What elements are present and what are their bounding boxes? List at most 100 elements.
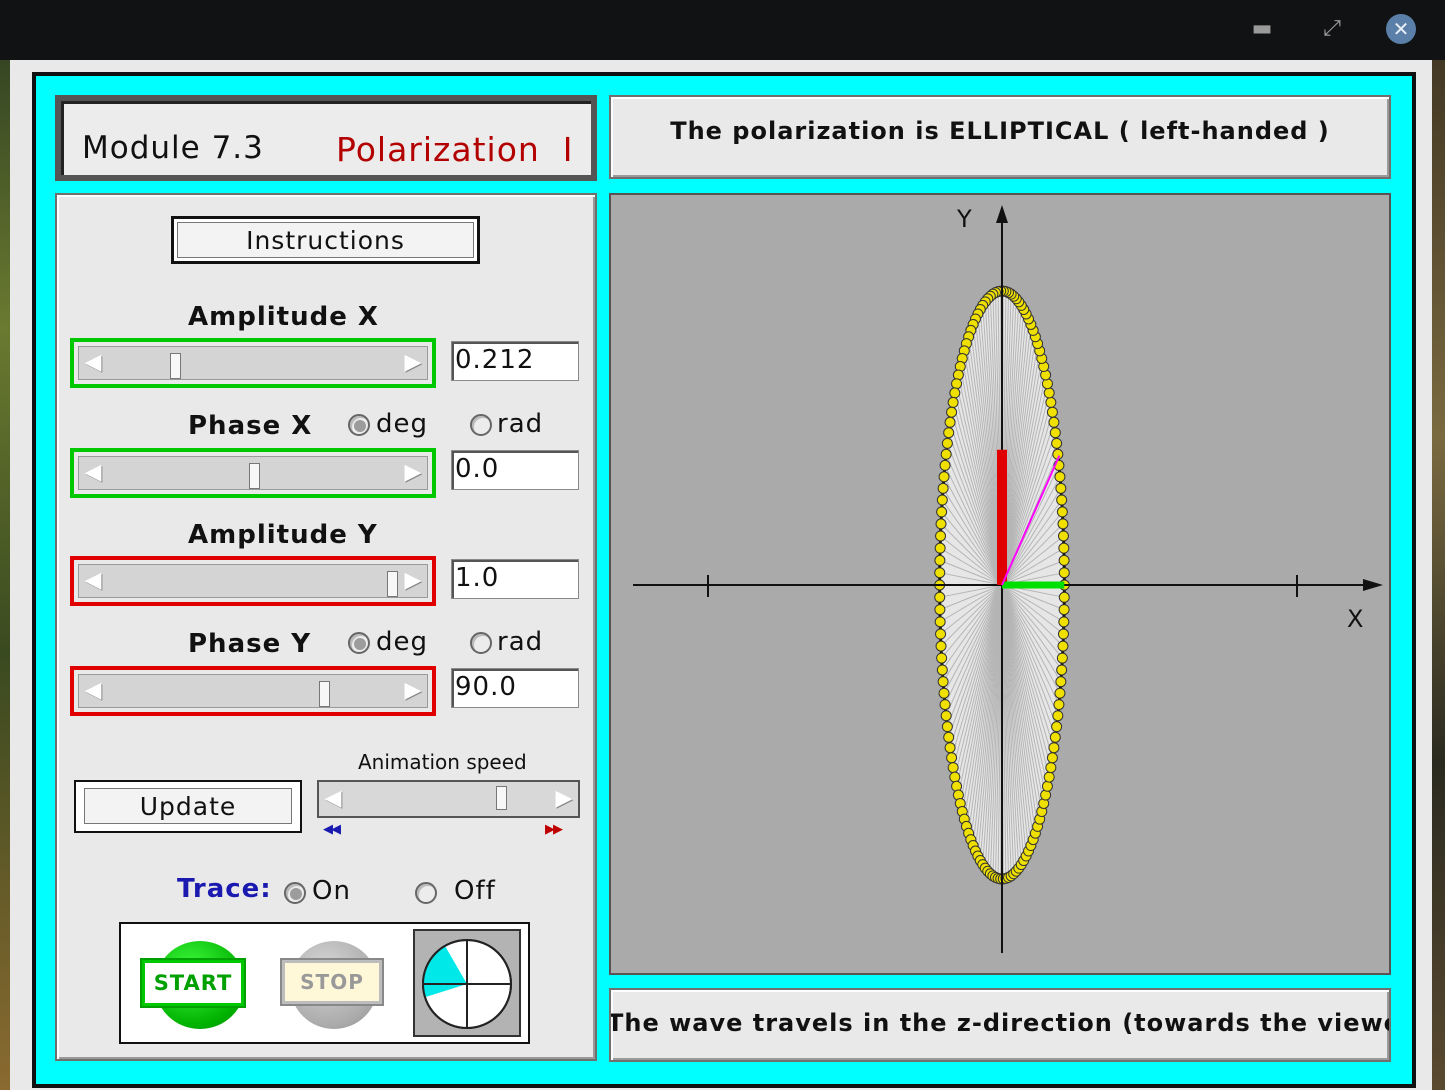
trace-spoke bbox=[940, 535, 1003, 586]
trace-dot bbox=[946, 406, 958, 418]
trace-dot bbox=[1045, 762, 1057, 774]
slider-thumb[interactable] bbox=[496, 786, 507, 810]
resultant-vector bbox=[1001, 455, 1061, 586]
trace-spoke bbox=[1001, 535, 1064, 586]
slider-left-arrow-icon[interactable]: ◀ bbox=[84, 568, 102, 593]
close-icon[interactable]: ✕ bbox=[1386, 14, 1416, 44]
slider-left-arrow-icon[interactable]: ◀ bbox=[84, 350, 102, 375]
update-button[interactable]: Update bbox=[84, 788, 292, 824]
trace-dot bbox=[947, 396, 959, 408]
trace-spoke bbox=[939, 559, 1003, 586]
phase-y-deg-radio[interactable] bbox=[348, 632, 370, 654]
amplitude-x-input[interactable]: 0.212 bbox=[451, 341, 579, 381]
slider-thumb[interactable] bbox=[387, 571, 398, 597]
trace-spoke bbox=[939, 547, 1003, 586]
desktop-background bbox=[0, 0, 10, 1090]
stop-button[interactable]: STOP bbox=[280, 958, 384, 1006]
amplitude-y-input[interactable]: 1.0 bbox=[451, 559, 579, 599]
trace-spoke bbox=[1001, 488, 1062, 586]
trace-spoke bbox=[944, 584, 1003, 705]
animation-speed-slider[interactable]: ◀ ▶ bbox=[317, 780, 580, 818]
trace-on-radio[interactable] bbox=[284, 882, 306, 904]
trace-dots bbox=[934, 285, 1070, 885]
slider-track[interactable]: ◀ ▶ bbox=[78, 346, 428, 380]
footer-panel bbox=[609, 988, 1391, 1062]
slider-left-arrow-icon[interactable]: ◀ bbox=[84, 678, 102, 703]
trace-spoke bbox=[943, 584, 1003, 694]
trace-spoke bbox=[1001, 584, 1043, 812]
trace-dot bbox=[1056, 506, 1068, 518]
slider-thumb[interactable] bbox=[249, 463, 260, 489]
trace-spoke bbox=[1001, 584, 1058, 727]
trace-off-radio[interactable] bbox=[415, 882, 437, 904]
trace-dot bbox=[1046, 406, 1058, 418]
trace-dot bbox=[1051, 721, 1063, 733]
trace-spoke bbox=[942, 584, 1003, 682]
fast-forward-icon: ▶▶ bbox=[545, 822, 563, 837]
slider-thumb[interactable] bbox=[170, 353, 181, 379]
trace-spoke bbox=[939, 584, 1003, 598]
phase-y-rad-label: rad bbox=[497, 627, 544, 657]
phase-x-rad-label: rad bbox=[497, 409, 544, 439]
trace-dot bbox=[1043, 771, 1055, 783]
trace-spoke bbox=[1001, 584, 1041, 820]
trace-spoke bbox=[1001, 476, 1061, 586]
trace-spoke bbox=[1001, 584, 1065, 611]
maximize-icon[interactable]: ⤢ bbox=[1323, 16, 1341, 41]
trace-spoke bbox=[1001, 422, 1055, 586]
y-axis-label: Y bbox=[956, 205, 972, 233]
start-button[interactable]: START bbox=[140, 958, 246, 1008]
phase-y-slider[interactable]: ◀ ▶ bbox=[70, 666, 436, 716]
slider-right-arrow-icon[interactable]: ▶ bbox=[404, 460, 422, 485]
module-title-panel bbox=[55, 95, 597, 181]
trace-spoke bbox=[948, 584, 1003, 738]
trace-dot bbox=[1041, 378, 1053, 390]
trace-dot bbox=[941, 437, 953, 449]
phase-y-input[interactable]: 90.0 bbox=[451, 668, 579, 708]
phase-y-rad-radio[interactable] bbox=[470, 632, 492, 654]
trace-spoke bbox=[949, 584, 1003, 748]
phase-y-deg-label: deg bbox=[376, 627, 429, 657]
trace-dot bbox=[934, 567, 946, 579]
slider-track[interactable]: ◀ ▶ bbox=[78, 674, 428, 708]
slider-left-arrow-icon[interactable]: ◀ bbox=[84, 460, 102, 485]
trace-dot bbox=[1040, 789, 1052, 801]
phase-x-slider[interactable]: ◀ ▶ bbox=[70, 448, 436, 498]
trace-dot bbox=[941, 721, 953, 733]
slider-right-arrow-icon[interactable]: ▶ bbox=[555, 786, 573, 811]
trace-dot bbox=[1056, 664, 1068, 676]
trace-spoke bbox=[961, 358, 1003, 586]
phase-x-rad-radio[interactable] bbox=[470, 414, 492, 436]
trace-dot bbox=[1052, 710, 1064, 722]
trace-dot bbox=[949, 387, 961, 399]
slider-track[interactable]: ◀ ▶ bbox=[78, 456, 428, 490]
trace-dot bbox=[940, 448, 952, 460]
trace-dot bbox=[1041, 780, 1053, 792]
trace-spoke bbox=[1001, 584, 1047, 796]
trace-dot bbox=[936, 652, 948, 664]
slider-right-arrow-icon[interactable]: ▶ bbox=[404, 350, 422, 375]
trace-dot bbox=[934, 604, 946, 616]
trace-spoke bbox=[1001, 443, 1058, 586]
trace-spoke bbox=[951, 412, 1003, 586]
slider-track[interactable]: ◀ ▶ bbox=[78, 564, 428, 598]
wave-direction-text: The wave travels in the z-direction (tow… bbox=[611, 1009, 1389, 1037]
minimize-icon[interactable]: ▬ bbox=[1251, 16, 1273, 41]
instructions-button[interactable]: Instructions bbox=[177, 222, 474, 258]
slider-left-arrow-icon[interactable]: ◀ bbox=[324, 786, 342, 811]
trace-spoke bbox=[956, 383, 1003, 586]
phase-x-input[interactable]: 0.0 bbox=[451, 450, 579, 490]
slider-thumb[interactable] bbox=[319, 681, 330, 707]
trace-spoke bbox=[942, 488, 1003, 586]
slider-right-arrow-icon[interactable]: ▶ bbox=[404, 678, 422, 703]
slider-right-arrow-icon[interactable]: ▶ bbox=[404, 568, 422, 593]
trace-dot bbox=[1049, 731, 1061, 743]
phase-x-deg-radio[interactable] bbox=[348, 414, 370, 436]
controls-panel bbox=[55, 193, 597, 1061]
amplitude-y-slider[interactable]: ◀ ▶ bbox=[70, 556, 436, 606]
trace-dot bbox=[935, 628, 947, 640]
amplitude-x-slider[interactable]: ◀ ▶ bbox=[70, 338, 436, 388]
trace-spoke bbox=[1001, 350, 1041, 586]
trace-dot bbox=[1056, 652, 1068, 664]
trace-spoke bbox=[1001, 584, 1064, 647]
